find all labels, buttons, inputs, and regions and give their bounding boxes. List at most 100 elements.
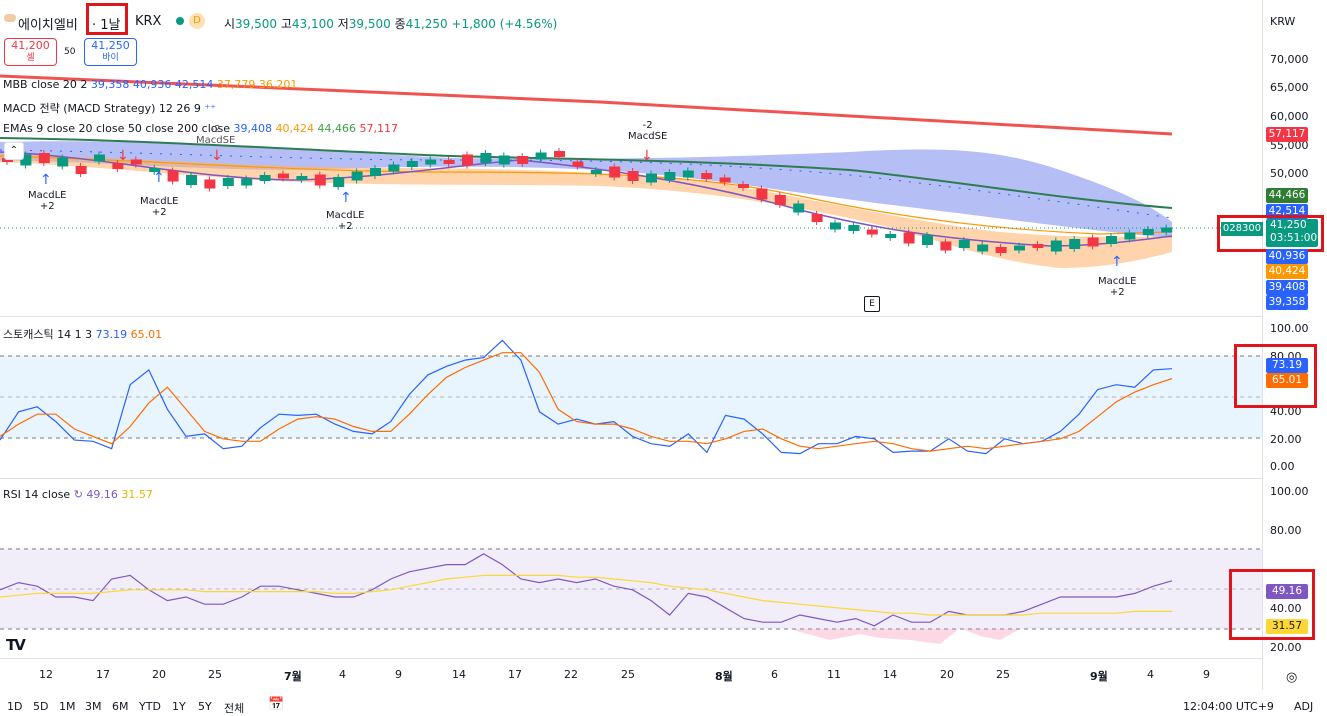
range-button-5Y[interactable]: 5Y	[198, 700, 212, 713]
spread-label: 50	[64, 47, 76, 57]
time-axis-label: 25	[996, 668, 1010, 681]
candle	[848, 225, 860, 231]
candle	[351, 171, 363, 181]
candle	[259, 175, 271, 181]
candle	[1032, 244, 1044, 248]
calendar-icon[interactable]: 📅	[268, 697, 285, 712]
range-button-6M[interactable]: 6M	[112, 700, 129, 713]
stoch-axis-label: 0.00	[1270, 460, 1295, 473]
signal-arrows: ↑ ↑ ↑ ↑ ↓ ↓ ↓	[40, 148, 1123, 270]
delayed-badge[interactable]: D	[189, 13, 205, 29]
candle	[572, 161, 584, 167]
pane-separator[interactable]	[0, 658, 1262, 659]
rsi-axis-label: 40.00	[1270, 602, 1302, 615]
time-axis-label: 17	[508, 668, 522, 681]
candle	[1014, 245, 1025, 251]
chart-canvas[interactable]: ↑ ↑ ↑ ↑ ↓ ↓ ↓	[0, 0, 1262, 690]
highlight-box	[1217, 215, 1324, 252]
price-axis-label: 65,000	[1270, 81, 1309, 94]
rsi-tag: 49.16	[1266, 584, 1308, 599]
candle	[738, 184, 749, 188]
candle	[149, 168, 161, 172]
interval-button[interactable]: · 1날	[92, 18, 121, 33]
rsi-oversold-fill	[790, 628, 1020, 644]
highlight-box	[86, 3, 128, 35]
last-price-tag: 41,250 03:51:00	[1266, 219, 1318, 247]
candle	[646, 173, 657, 183]
refresh-icon[interactable]: ↻	[73, 488, 83, 501]
candle	[57, 157, 69, 167]
candle	[1124, 232, 1136, 240]
mbb-upper-fill	[0, 141, 1172, 238]
range-button-1Y[interactable]: 1Y	[172, 700, 186, 713]
settings-gear-icon[interactable]: ◎	[1286, 670, 1298, 685]
rsi-axis-label: 80.00	[1270, 524, 1302, 537]
strategy-icon[interactable]: ⁺⁺	[204, 102, 216, 115]
range-button-3M[interactable]: 3M	[85, 700, 102, 713]
rsi-ma-tag: 31.57	[1266, 619, 1308, 634]
macd-legend[interactable]: MACD 전략 (MACD Strategy) 12 26 9 ⁺⁺	[3, 102, 216, 115]
pane-separator[interactable]	[0, 478, 1262, 479]
candle	[296, 176, 308, 180]
ema200-line	[0, 74, 1173, 136]
time-axis-label: 22	[564, 668, 578, 681]
candle	[517, 156, 529, 164]
candle	[75, 166, 87, 174]
buy-button[interactable]: 41,250 바이	[84, 38, 137, 66]
candle	[94, 154, 105, 162]
range-button-1D[interactable]: 1D	[7, 700, 23, 713]
time-axis-label: 9월	[1090, 670, 1108, 683]
candle	[462, 154, 473, 166]
signal-label: -2 MacdSE	[196, 124, 236, 146]
earnings-marker[interactable]: E	[864, 296, 880, 312]
candle	[443, 160, 455, 164]
candle	[1087, 237, 1099, 247]
candle	[186, 175, 197, 185]
collapse-chevron-icon[interactable]: ⌃	[4, 142, 24, 160]
time-axis-label: 9	[395, 668, 402, 681]
emas-legend[interactable]: EMAs 9 close 20 close 50 close 200 close…	[3, 122, 398, 135]
candle	[995, 247, 1007, 253]
candle	[627, 171, 639, 181]
candle	[793, 203, 805, 213]
stoch-d-line	[0, 352, 1173, 452]
candle	[1050, 240, 1062, 252]
range-button-YTD[interactable]: YTD	[139, 700, 161, 713]
candle	[958, 240, 970, 248]
ohlc-readout: 시39,500 고43,100 저39,500 종41,250 +1,800 (…	[224, 17, 558, 31]
sell-button[interactable]: 41,200 셀	[4, 38, 57, 66]
mbb-legend[interactable]: MBB close 20 2 39,358 40,936 42,514 37,7…	[3, 78, 298, 91]
candle	[866, 229, 878, 235]
highlight-box	[1234, 344, 1317, 408]
adj-button[interactable]: ADJ	[1294, 700, 1314, 713]
stoch-legend[interactable]: 스토캐스틱 14 1 3 73.19 65.01	[3, 328, 163, 341]
arrow-down-icon: ↓	[117, 148, 129, 164]
candle	[940, 241, 952, 251]
clock-label[interactable]: 12:04:00 UTC+9	[1183, 700, 1274, 713]
candle	[1106, 236, 1117, 244]
signal-label: MacdLE +2	[140, 196, 179, 218]
price-axis-label: 50,000	[1270, 167, 1309, 180]
candle	[811, 214, 823, 222]
currency-label[interactable]: KRW	[1270, 15, 1296, 28]
candles-group	[2, 148, 1173, 256]
highlight-box	[1229, 569, 1315, 640]
range-button-전체[interactable]: 전체	[224, 702, 245, 715]
tradingview-logo-icon[interactable]: TV	[6, 636, 26, 654]
candle	[922, 235, 933, 245]
range-button-1M[interactable]: 1M	[59, 700, 76, 713]
candle	[333, 177, 345, 187]
range-button-5D[interactable]: 5D	[33, 700, 49, 713]
candle	[977, 244, 989, 252]
time-axis-label: 11	[827, 668, 841, 681]
pane-separator[interactable]	[0, 316, 1262, 317]
price-axis-label: 55,000	[1270, 139, 1309, 152]
candle	[278, 173, 289, 179]
rsi-legend[interactable]: RSI 14 close ↻ 49.16 31.57	[3, 488, 153, 501]
time-axis-label: 7월	[284, 670, 302, 683]
candle	[370, 168, 381, 176]
candle	[701, 173, 713, 179]
signal-label: MacdLE +2	[1098, 276, 1137, 298]
symbol-name[interactable]: 에이치엘비	[18, 18, 78, 33]
candle	[314, 174, 326, 186]
